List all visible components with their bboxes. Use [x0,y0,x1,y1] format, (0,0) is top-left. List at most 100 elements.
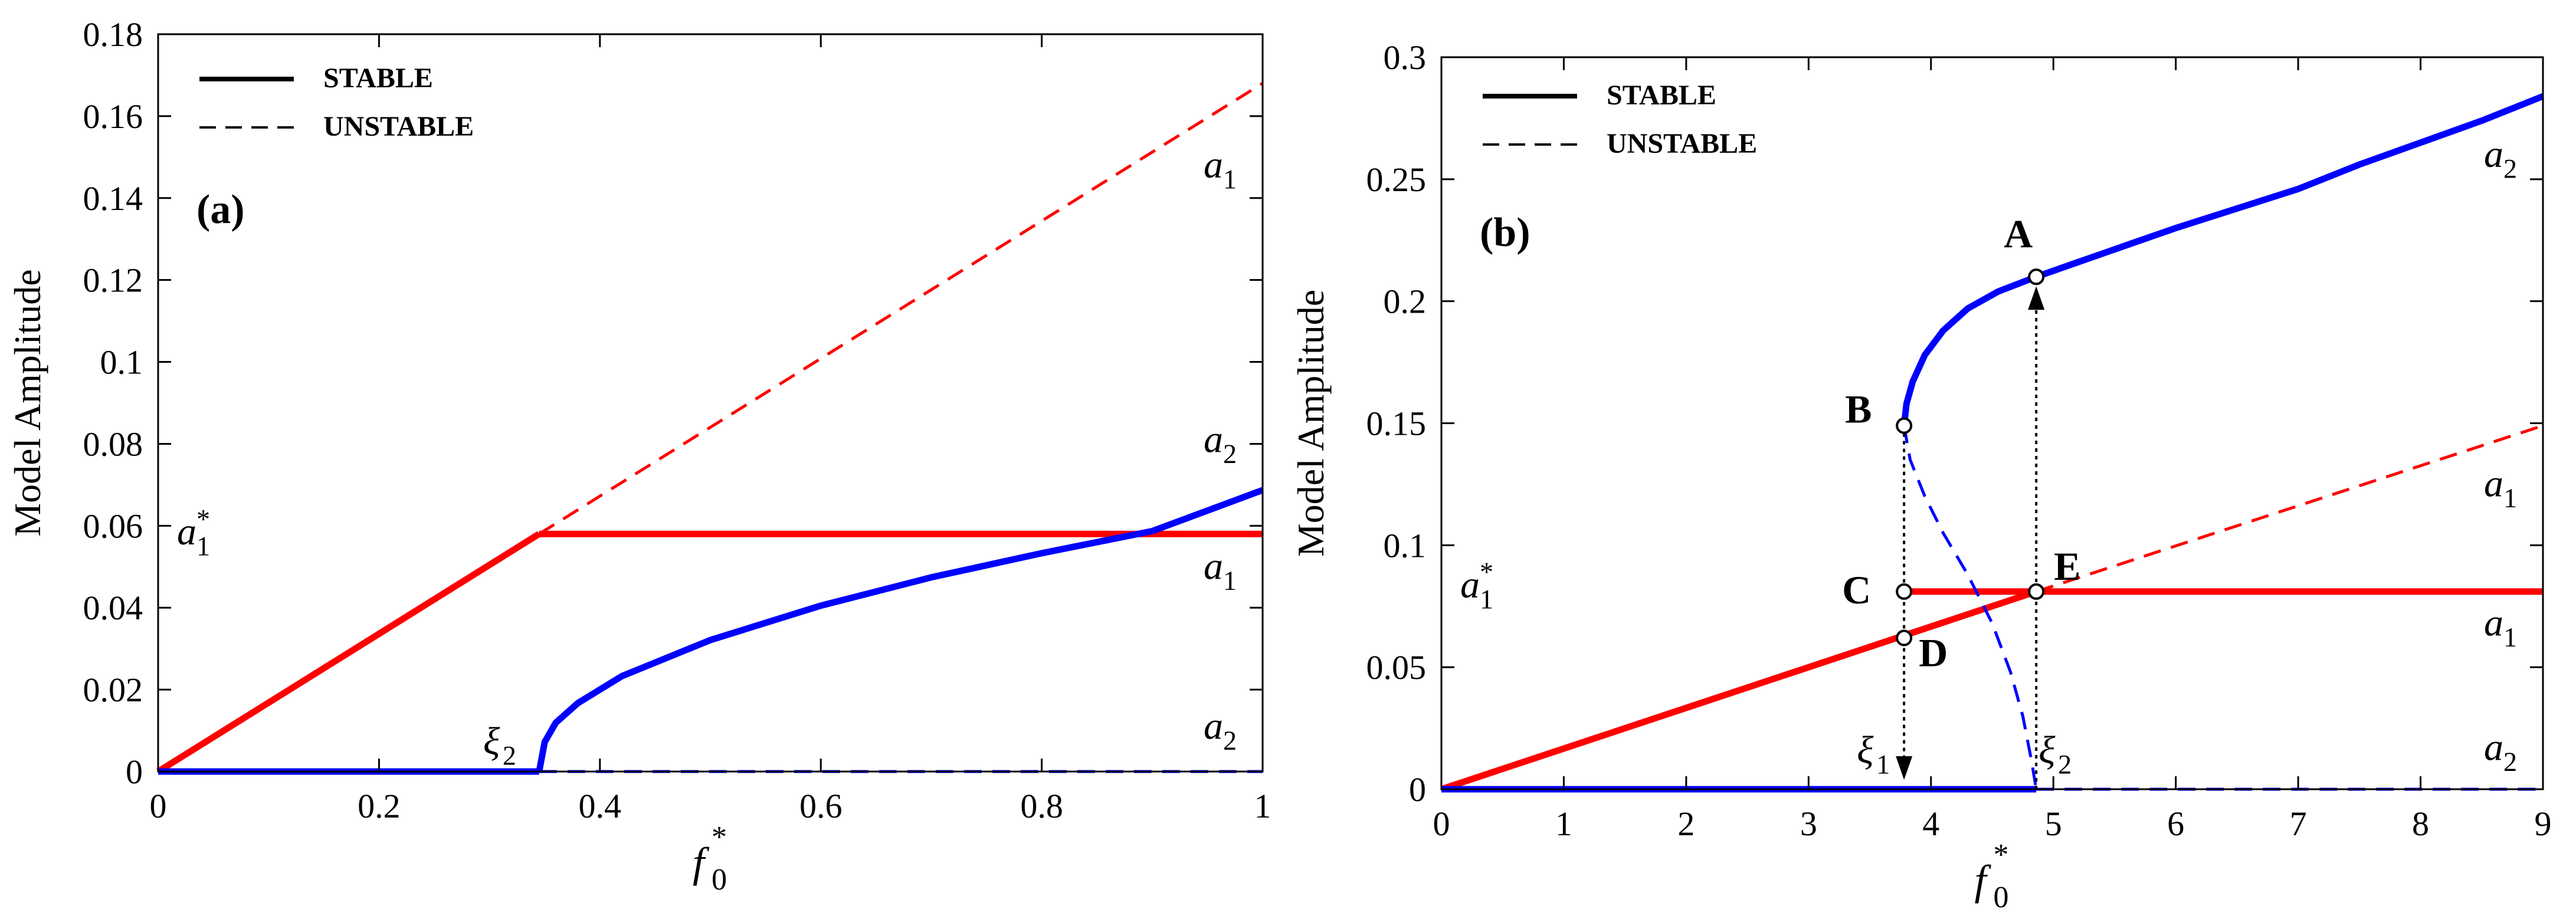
x-tick-label: 3 [1800,805,1817,843]
curve-label-a1-upper-sub: 1 [2503,483,2517,513]
curve-label-a1-star-sub: 1 [1480,584,1493,614]
x-tick-label: 0 [1433,805,1450,843]
y-tick-label: 0.12 [83,261,143,300]
y-tick-label: 0.04 [83,589,143,627]
y-tick-label: 0.14 [83,179,143,218]
point-label-D: D [1919,631,1948,675]
axes-frame [1440,56,2544,790]
y-tick-label: 0.05 [1366,648,1427,687]
panel-label: (a) [196,187,245,232]
curve-label-a1-mid-main: a [1204,545,1223,588]
x-axis-label-sup: * [1994,838,2009,872]
curve-label-xi1-main: ξ [1857,728,1874,772]
x-tick-label: 0.6 [799,787,843,825]
curve-label-a2-top-sub: 2 [2503,154,2517,184]
series-a2-dashed-6 [1902,425,2038,790]
point-label-E: E [2054,544,2080,589]
x-tick-label: 8 [2412,805,2429,843]
point-label-B: B [1845,387,1872,432]
y-axis-label: Model Amplitude [6,269,48,536]
y-tick-label: 0.25 [1366,160,1427,199]
curve-label-xi2-sub: 2 [503,740,516,770]
y-tick-label: 0.06 [83,507,143,545]
legend-stable-label: STABLE [323,63,433,94]
curve-label-a1-star-sup: * [1480,557,1493,587]
arrow-jump-down-head [1896,756,1913,780]
curve-label-a2-bottom-sub: 2 [1223,726,1237,756]
x-tick-label: 5 [2045,805,2062,843]
x-tick-label: 9 [2535,805,2552,843]
point-label-A: A [2004,211,2033,256]
curve-label-a2-mid-sub: 2 [1223,439,1237,469]
point-B [1896,417,1913,434]
legend-unstable-label: UNSTABLE [1607,128,1757,159]
y-tick-label: 0.02 [83,671,143,709]
series-a1-solid-0 [1440,588,2037,793]
curve-label-a1-star-sup: * [196,504,210,534]
y-axis-label: Model Amplitude [1290,290,1332,557]
curve-label-a2-mid-main: a [1204,418,1223,461]
curve-label-xi2-main: ξ [2038,728,2056,772]
y-tick-label: 0.18 [83,15,143,54]
y-tick-label: 0.15 [1366,405,1427,443]
curve-label-xi2-main: ξ [483,720,500,763]
point-E [2028,583,2045,600]
curve-label-a1-lower-main: a [2484,601,2503,644]
panel-b: 0 1 2 3 4 5 6 7 8 9 0 0.05 0.1 0.15 0.2 0.25 0.3 Model Am… [1290,38,2552,914]
curve-label-a1-top-main: a [1204,143,1223,186]
series-a1-dashed-2 [2036,424,2544,593]
series-a1-solid-0 [156,531,541,774]
curve-label-a1-star-main: a [177,510,196,553]
x-tick-label: 7 [2290,805,2307,843]
curve-label-a2-bottom-main: a [1204,704,1223,747]
series-a2-solid-5 [1900,93,2545,426]
point-D [1896,629,1913,646]
curve-label-a1-star: a 1* [1460,557,1493,614]
curve-label-a1-star: a 1* [177,504,210,562]
y-tick-label: 0 [126,753,143,791]
x-tick-label: 6 [2167,805,2184,843]
x-axis-label-sub: 0 [1994,881,2009,914]
curve-label-xi2-sub: 2 [2058,749,2072,779]
y-tick-label: 0.16 [83,97,143,136]
x-tick-label: 2 [1677,805,1695,843]
x-tick-label: 0.8 [1020,787,1063,825]
y-tick-label: 0.1 [1384,526,1427,564]
panel-label: (b) [1480,210,1530,255]
x-tick-label: 1 [1254,787,1271,825]
x-tick-label: 1 [1555,805,1572,843]
legend-stable-label: STABLE [1607,80,1716,111]
x-tick-label: 0.4 [579,787,622,825]
series-a2-solid-4 [536,487,1264,773]
curve-label-a1-mid-sub: 1 [1223,566,1237,596]
legend-unstable-label: UNSTABLE [323,111,474,142]
curve-label-a2-bottom-main: a [2484,726,2503,769]
x-axis-label-sub: 0 [712,863,727,897]
curve-label-a1-lower-sub: 1 [2503,622,2517,652]
curve-label-a2-top-main: a [2484,133,2503,176]
x-tick-label: 4 [1922,805,1939,843]
x-axis-label: f 0 * [693,820,727,897]
y-tick-label: 0 [1409,770,1426,809]
curve-label-a2-bottom-sub: 2 [2503,747,2517,777]
point-C [1896,583,1913,600]
y-tick-label: 0.3 [1384,38,1427,77]
curve-label-xi1-sub: 1 [1876,749,1890,779]
curve-label-a1-top-sub: 1 [1223,165,1237,195]
x-axis-label-main: f [693,839,710,886]
point-A [2028,268,2045,285]
panel-a: 0 0.2 0.4 0.6 0.8 1 0 0.02 0.04 0.06 0.08 0.1 0.12 0.… [6,15,1271,897]
series-a1-dashed-2 [538,82,1264,536]
x-tick-label: 0.2 [358,787,401,825]
y-tick-label: 0.2 [1384,283,1427,321]
axes-frame [157,33,1264,773]
